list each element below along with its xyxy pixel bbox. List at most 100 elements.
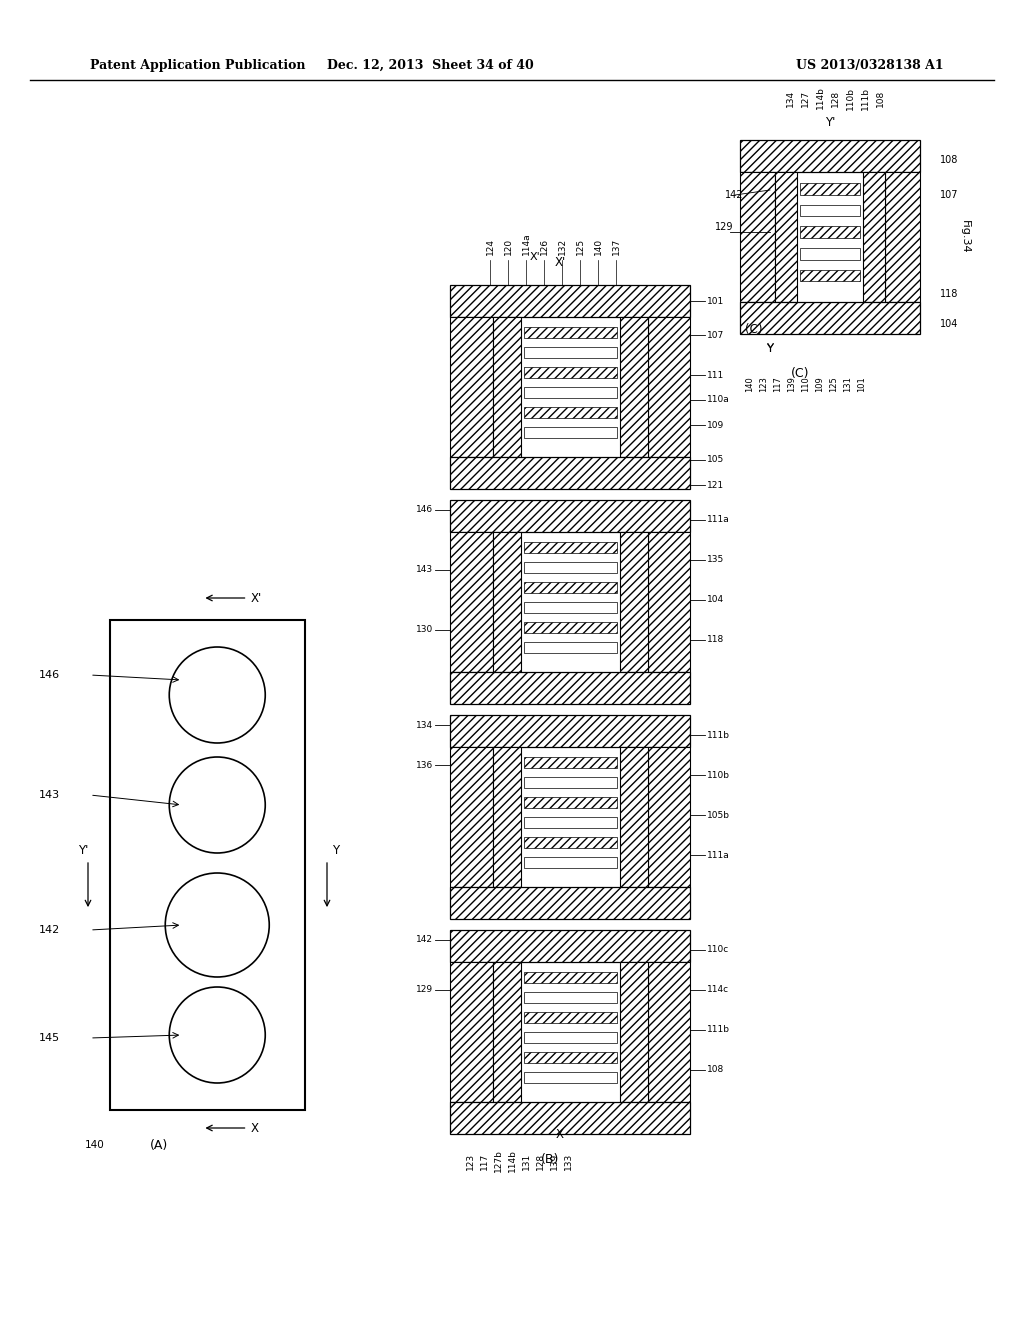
Text: 130: 130 (416, 626, 433, 635)
Bar (523, 857, 616, 869)
Bar (450, 672, 690, 704)
Text: 110b: 110b (707, 771, 730, 780)
Bar (450, 931, 690, 962)
Text: 146: 146 (39, 671, 60, 680)
Bar (647, 532, 690, 672)
Text: X': X' (530, 252, 541, 261)
Text: 131: 131 (521, 1152, 530, 1170)
Bar (523, 602, 616, 612)
Text: 109: 109 (815, 376, 824, 392)
Text: 108: 108 (707, 1065, 724, 1074)
Text: 139: 139 (550, 1152, 558, 1170)
Bar (523, 582, 616, 593)
Bar (800, 205, 860, 216)
Bar (450, 457, 690, 488)
Text: 110: 110 (802, 376, 811, 392)
Text: 140: 140 (594, 238, 602, 255)
Text: 142: 142 (39, 925, 60, 935)
Text: Y: Y (332, 843, 339, 857)
Text: 108: 108 (940, 154, 958, 165)
Bar (620, 532, 647, 672)
Bar (620, 747, 647, 887)
Text: 125: 125 (575, 238, 585, 255)
Text: 111b: 111b (707, 1026, 730, 1035)
Text: (C): (C) (745, 322, 763, 335)
Text: 145: 145 (39, 1034, 60, 1043)
Text: 118: 118 (707, 635, 724, 644)
Bar (740, 172, 775, 302)
Bar (523, 426, 616, 438)
Text: 118: 118 (940, 289, 958, 300)
Text: 134: 134 (785, 90, 795, 107)
Text: 142: 142 (416, 936, 433, 945)
Text: Y': Y' (824, 116, 836, 128)
Text: 111a: 111a (707, 516, 730, 524)
Text: 124: 124 (485, 238, 495, 255)
Text: 114c: 114c (707, 986, 729, 994)
Text: 134: 134 (416, 721, 433, 730)
Bar (450, 1102, 690, 1134)
Text: X: X (251, 1122, 258, 1134)
Bar (523, 327, 616, 338)
Text: 111: 111 (707, 371, 724, 380)
Bar (450, 532, 493, 672)
Bar (493, 747, 520, 887)
Bar (523, 756, 616, 768)
Bar (523, 817, 616, 828)
Text: 114a: 114a (521, 232, 530, 255)
Text: Dec. 12, 2013  Sheet 34 of 40: Dec. 12, 2013 Sheet 34 of 40 (327, 58, 534, 71)
Bar (620, 317, 647, 457)
Bar (523, 562, 616, 573)
Text: 121: 121 (707, 480, 724, 490)
Text: 129: 129 (416, 986, 433, 994)
Text: Y': Y' (78, 843, 88, 857)
Text: 101: 101 (857, 376, 866, 392)
Bar (885, 172, 920, 302)
Text: 111b: 111b (707, 730, 730, 739)
Bar (523, 837, 616, 847)
Text: 117: 117 (479, 1152, 488, 1170)
Bar (523, 367, 616, 378)
Text: X': X' (251, 591, 262, 605)
Text: 127: 127 (801, 90, 810, 107)
Bar (523, 797, 616, 808)
Text: 132: 132 (557, 238, 566, 255)
Text: 123: 123 (466, 1152, 474, 1170)
Bar (450, 747, 493, 887)
Bar (523, 993, 616, 1003)
Text: 101: 101 (707, 297, 724, 305)
Text: 104: 104 (707, 595, 724, 605)
Text: 140: 140 (745, 376, 755, 392)
Text: 135: 135 (707, 556, 724, 565)
Text: 143: 143 (416, 565, 433, 574)
Bar (740, 140, 920, 172)
Text: Y: Y (766, 342, 773, 355)
Bar (523, 1052, 616, 1063)
Text: 146: 146 (416, 506, 433, 515)
Text: Fig.34: Fig.34 (961, 220, 970, 253)
Text: 123: 123 (760, 376, 768, 392)
Bar (523, 972, 616, 983)
Text: 129: 129 (715, 222, 733, 232)
Text: 140: 140 (85, 1140, 105, 1150)
Text: 131: 131 (844, 376, 853, 392)
Text: 114b: 114b (508, 1150, 516, 1172)
Bar (450, 500, 690, 532)
Text: 104: 104 (940, 319, 958, 329)
Text: (C): (C) (791, 367, 809, 380)
Text: 111a: 111a (707, 850, 730, 859)
Text: (A): (A) (150, 1138, 168, 1151)
Text: 125: 125 (829, 376, 839, 392)
Bar (523, 543, 616, 553)
Text: 107: 107 (940, 190, 958, 201)
Bar (647, 962, 690, 1102)
Text: X': X' (554, 256, 565, 269)
Bar (800, 183, 860, 195)
Text: 105: 105 (707, 455, 724, 465)
Bar (800, 248, 860, 260)
Text: 139: 139 (787, 376, 797, 392)
Text: 107: 107 (707, 330, 724, 339)
Text: 128: 128 (536, 1152, 545, 1170)
Text: 136: 136 (416, 760, 433, 770)
Bar (523, 407, 616, 418)
